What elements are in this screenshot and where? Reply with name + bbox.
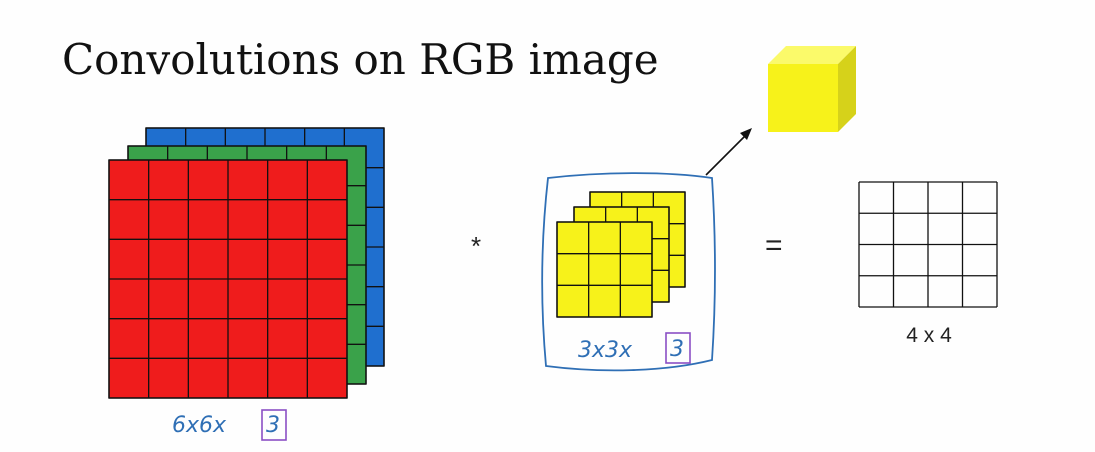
convolve-operator: * xyxy=(471,231,481,261)
input-volume xyxy=(108,127,385,399)
filter-channels-number: 3 xyxy=(670,337,684,362)
input-dims-annotation: 6x6x 3 xyxy=(172,409,287,441)
input-channels-box xyxy=(261,409,287,441)
equals-operator: = xyxy=(765,229,783,262)
red-channel-lines xyxy=(108,159,348,399)
output-dims-label: 4 x 4 xyxy=(906,324,952,347)
filter-to-cube-arrow xyxy=(705,128,752,176)
filter-channels-box xyxy=(665,332,691,364)
slide-title: Convolutions on RGB image xyxy=(62,35,659,84)
input-dims-text: 6x6x xyxy=(172,413,227,438)
input-channels-number: 3 xyxy=(266,413,280,438)
filter-cube xyxy=(768,46,856,132)
output-grid xyxy=(858,181,998,308)
filter-dims-annotation: 3x3x 3 xyxy=(578,332,691,364)
filter-layer-fill xyxy=(556,221,653,318)
filter-dims-text: 3x3x xyxy=(578,338,633,363)
filter-layer xyxy=(556,221,653,318)
filter-volume xyxy=(556,191,686,318)
filter-outline xyxy=(541,172,716,372)
